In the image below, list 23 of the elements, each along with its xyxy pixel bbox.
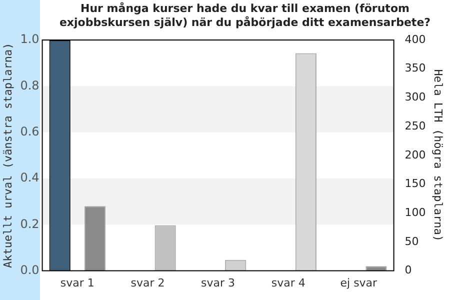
chart-title: Hur många kurser hade du kvar till examen (förutom exjobbskursen själv) när du påbörjade ditt examensarbete? <box>58 2 432 30</box>
x-tick-label: svar 3 <box>201 276 236 290</box>
y2-tick-label: 200 <box>404 148 426 162</box>
y2-axis-title: Hela LTH (högra staplarna) <box>432 69 445 242</box>
y2-tick-label: 350 <box>404 62 426 75</box>
x-tick-label: svar 4 <box>271 276 306 290</box>
y2-tick-label: 300 <box>404 90 426 104</box>
y2-tick-label: 100 <box>404 206 426 219</box>
x-tick-label: svar 1 <box>60 276 94 290</box>
y-tick-label: 0.4 <box>20 170 40 185</box>
y2-tick-label: 0 <box>404 264 412 277</box>
y2-tick-label: 150 <box>404 177 426 190</box>
y-tick-label: 1.0 <box>20 32 40 46</box>
y-tick-label: 0.6 <box>20 124 40 138</box>
y-axis-title: Aktuellt urval (vänstra staplarna) <box>1 42 14 268</box>
y-tick-label: 0.8 <box>20 78 40 92</box>
y2-tick-label: 50 <box>404 234 419 248</box>
y2-tick-label: 250 <box>404 119 426 132</box>
x-tick-label: svar 2 <box>130 276 165 290</box>
y-tick-label: 0.0 <box>20 262 40 277</box>
y-tick-label: 0.2 <box>20 216 40 231</box>
y2-tick-label: 400 <box>404 32 426 46</box>
x-tick-label: ej svar <box>340 276 378 290</box>
